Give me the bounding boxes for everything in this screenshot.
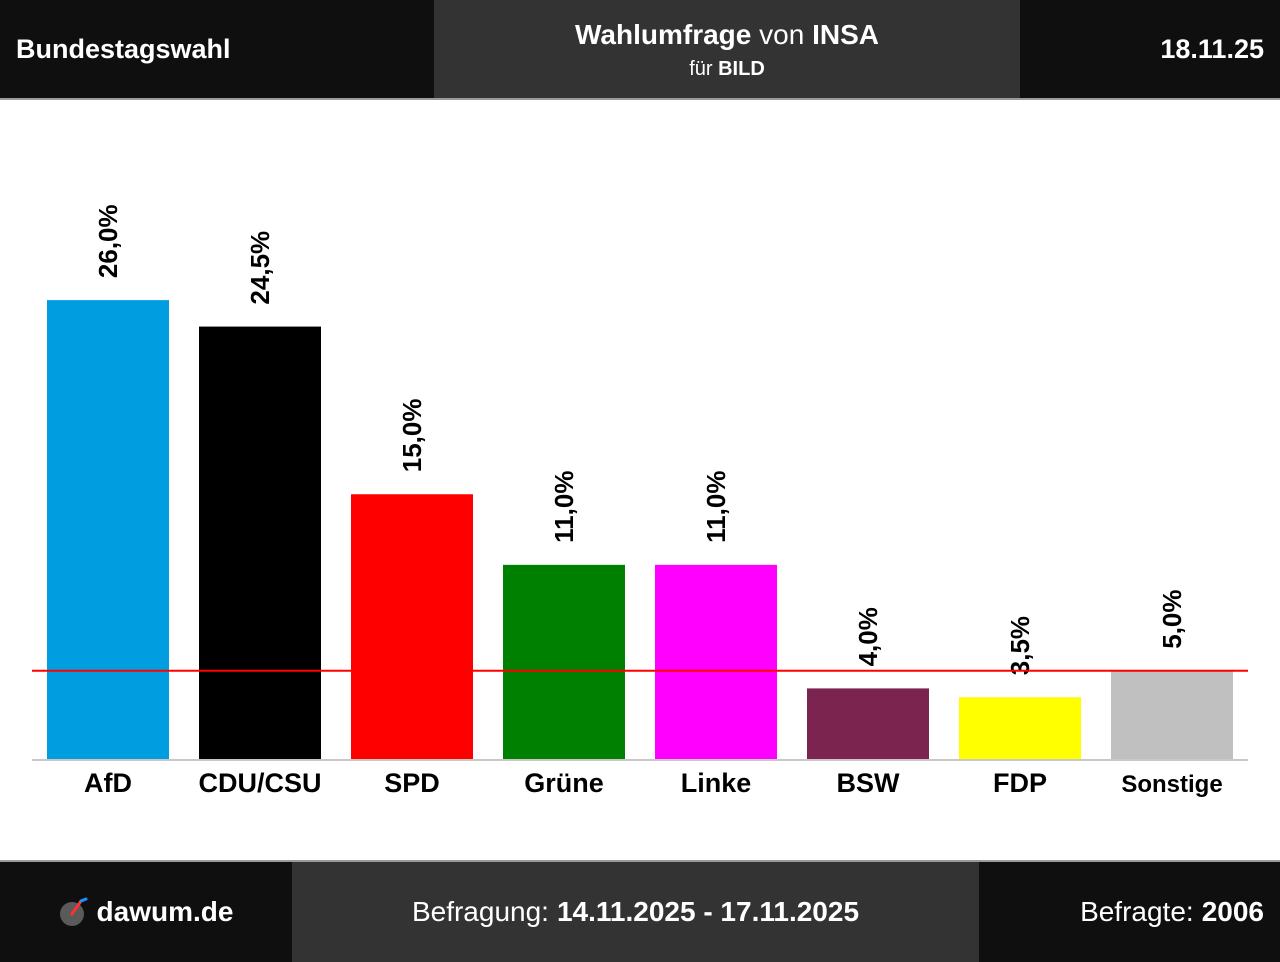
- bar-bsw: [807, 688, 929, 759]
- bar-value-label: 26,0%: [93, 204, 123, 278]
- bar-value-label: 11,0%: [701, 471, 731, 543]
- bar-grüne: [503, 564, 625, 759]
- logo-block[interactable]: dawum.de: [0, 862, 292, 962]
- dawum-logo-icon: [59, 897, 88, 926]
- logo-text: dawum.de: [96, 896, 234, 927]
- poll-institute: INSA: [812, 19, 879, 50]
- header: Bundestagswahl Wahlumfrage von INSA für …: [0, 0, 1280, 100]
- poll-title-block: Wahlumfrage von INSA für BILD: [434, 0, 1020, 98]
- election-name: Bundestagswahl: [0, 0, 434, 98]
- poll-sub-fuer: für: [689, 58, 713, 80]
- category-label: SPD: [384, 768, 440, 798]
- category-label: AfD: [84, 768, 132, 798]
- bar-value-label: 24,5%: [245, 231, 275, 305]
- category-label: BSW: [837, 768, 901, 798]
- category-label: Linke: [681, 768, 752, 798]
- bar-value-label: 11,0%: [549, 471, 579, 543]
- category-label: Grüne: [524, 768, 604, 798]
- category-label: FDP: [993, 768, 1047, 798]
- footer: dawum.de Befragung: 14.11.2025 - 17.11.2…: [0, 860, 1280, 962]
- survey-period-value: 14.11.2025 - 17.11.2025: [556, 896, 860, 927]
- poll-client: BILD: [718, 58, 765, 80]
- survey-period-label: Befragung:: [411, 896, 549, 927]
- bar-spd: [351, 494, 473, 759]
- bar-linke: [655, 564, 777, 759]
- bar-value-label: 15,0%: [397, 399, 427, 473]
- poll-subtitle: für BILD: [689, 54, 765, 84]
- respondents: Befragte: 2006: [979, 862, 1280, 962]
- respondents-label: Befragte:: [1080, 896, 1194, 927]
- bar-value-label: 3,5%: [1005, 616, 1035, 675]
- bar-cdu-csu: [199, 326, 321, 759]
- bar-fdp: [959, 697, 1081, 759]
- poll-title: Wahlumfrage von INSA: [575, 18, 879, 52]
- poll-title-main: Wahlumfrage: [575, 19, 752, 50]
- bar-value-label: 5,0%: [1157, 589, 1187, 648]
- category-label: CDU/CSU: [198, 768, 321, 798]
- bar-chart: 26,0% AfD 24,5% CDU/CSU 15,0% SPD 11,0% Grüne 11…: [32, 204, 1248, 798]
- poll-date: 18.11.25: [1020, 0, 1280, 98]
- bar-sonstige: [1111, 670, 1233, 759]
- category-label: Sonstige: [1121, 771, 1222, 798]
- bar-value-label: 4,0%: [853, 607, 883, 666]
- survey-period: Befragung: 14.11.2025 - 17.11.2025: [292, 862, 979, 962]
- poll-title-von: von: [759, 19, 805, 50]
- bar-afd: [47, 300, 169, 759]
- respondents-value: 2006: [1201, 896, 1264, 927]
